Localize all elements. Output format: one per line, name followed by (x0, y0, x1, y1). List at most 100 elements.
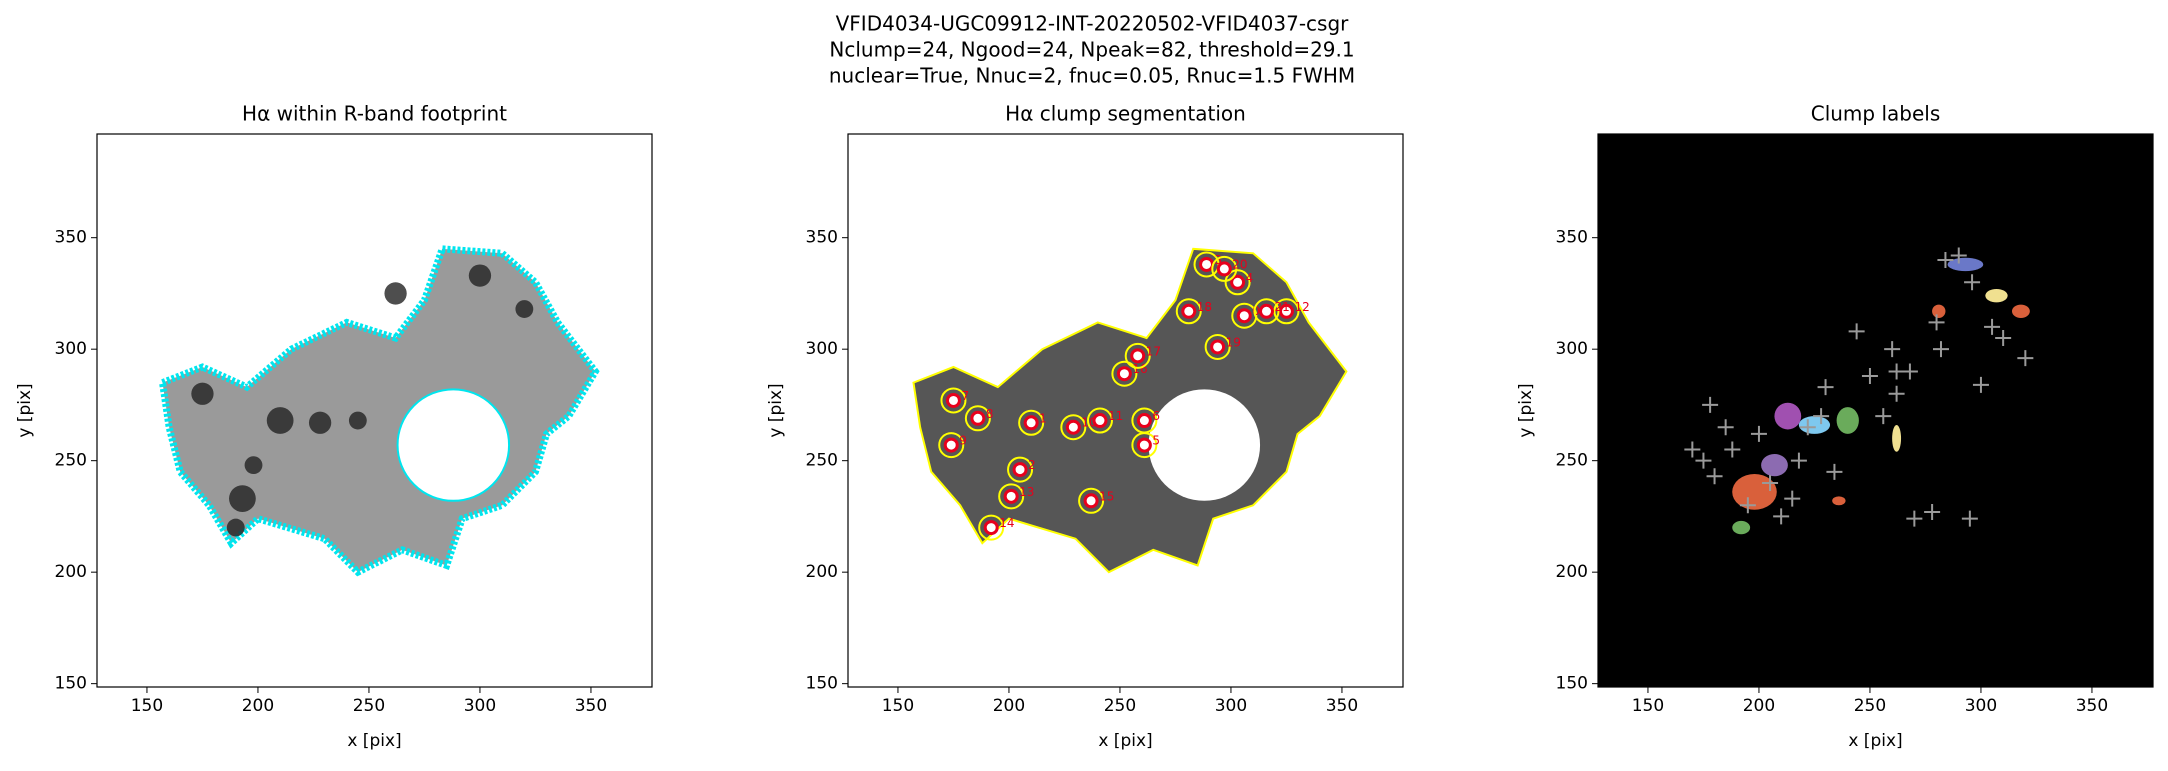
clump-contour (1253, 298, 1280, 325)
peak-marker (1790, 452, 1807, 469)
y-axis-label: y [pix] (15, 383, 35, 437)
x-tick-label: 250 (353, 696, 385, 716)
clump-label: 19 (1226, 335, 1241, 349)
clump-marker (1083, 493, 1099, 509)
peak-marker (1848, 323, 1865, 340)
x-axis-label: x [pix] (1098, 731, 1152, 751)
clump-contour (1224, 269, 1251, 296)
clump-marker (1116, 366, 1132, 382)
x-tick-label: 150 (1632, 696, 1664, 716)
peak-marker (1861, 367, 1878, 384)
clump-region (1947, 257, 1984, 272)
axes-frame (1597, 133, 2154, 688)
peak-marker (1826, 463, 1843, 480)
peak-marker (1875, 408, 1892, 425)
clump-marker (970, 410, 986, 426)
clump-region (1836, 407, 1859, 434)
x-tick-label: 300 (1215, 696, 1247, 716)
peak-marker (1739, 497, 1756, 514)
clump-contour (1131, 407, 1158, 434)
clump-marker (1199, 256, 1215, 272)
y-axis-label: y [pix] (1516, 383, 1536, 437)
y-tick-label: 250 (1556, 451, 1588, 471)
y-tick-label: 150 (1556, 674, 1588, 694)
emission-peak (348, 411, 367, 430)
clump-contour (1273, 298, 1300, 325)
x-axis-label: x [pix] (347, 731, 401, 751)
x-tick-label: 250 (1854, 696, 1886, 716)
y-tick-label: 350 (1556, 228, 1588, 248)
clump-marker (1136, 437, 1152, 453)
y-tick-label: 300 (55, 339, 87, 359)
clump-marker (1092, 413, 1108, 429)
clump-region (1832, 496, 1846, 506)
peak-marker (1817, 379, 1834, 396)
clump-label: 11 (1108, 409, 1123, 423)
peak-marker (1684, 441, 1701, 458)
y-tick-label: 300 (806, 339, 838, 359)
y-tick-label: 150 (806, 674, 838, 694)
axes-title: Hα within R-band footprint (242, 102, 507, 126)
emission-peak (229, 485, 256, 512)
clump-label: 15 (1099, 489, 1114, 503)
clump-marker (1258, 303, 1274, 319)
peak-marker (1784, 490, 1801, 507)
peak-marker (1964, 274, 1981, 291)
clump-marker (1003, 488, 1019, 504)
x-tick-label: 350 (1326, 696, 1358, 716)
axes-title: Hα clump segmentation (1005, 102, 1246, 126)
clump-label: 5 (1152, 434, 1160, 448)
clump-label: 1 (1039, 411, 1047, 425)
clump-label: 12 (1294, 300, 1309, 314)
clump-marker (983, 520, 999, 536)
clump-contour (1018, 409, 1045, 436)
peak-marker (1995, 330, 2012, 347)
emission-peak (266, 407, 294, 434)
peak-marker (1924, 503, 1941, 520)
peak-marker (1717, 419, 1734, 436)
clump-contour (938, 432, 965, 459)
x-tick-label: 350 (2076, 696, 2108, 716)
peak-marker (1799, 419, 1816, 436)
peak-marker (1906, 510, 1923, 527)
clump-contour (1204, 333, 1231, 360)
peak-marker (1750, 425, 1767, 442)
emission-peak (308, 411, 332, 434)
clump-contour (1060, 414, 1087, 441)
y-tick-label: 150 (55, 674, 87, 694)
peak-marker (1972, 376, 1989, 393)
clump-marker (943, 437, 959, 453)
peak-marker (1932, 341, 1949, 358)
y-tick-label: 250 (55, 451, 87, 471)
x-tick-label: 250 (1104, 696, 1136, 716)
y-tick-label: 350 (806, 228, 838, 248)
image-background (1598, 134, 2153, 687)
clump-label: 2 (1028, 458, 1036, 472)
peak-marker (1762, 474, 1779, 491)
peak-marker (1984, 318, 2001, 335)
clump-marker (1230, 274, 1246, 290)
clump-contour (964, 405, 991, 432)
axes-frame (847, 133, 1404, 688)
peak-marker (1961, 510, 1978, 527)
suptitle: Nclump=24, Ngood=24, Npeak=82, threshold… (829, 38, 1354, 62)
peak-marker (1950, 247, 1967, 264)
clump-marker (1065, 419, 1081, 435)
clump-region (1732, 520, 1751, 535)
clump-label: 3 (1215, 253, 1223, 267)
x-tick-label: 300 (1965, 696, 1997, 716)
clump-label: 18 (1197, 300, 1212, 314)
y-tick-label: 300 (1556, 339, 1588, 359)
clump-label: 4 (1246, 271, 1254, 285)
emission-peak (468, 264, 492, 287)
nuclear-mask (396, 388, 511, 502)
clump-label: 14 (999, 516, 1014, 530)
clump-contour (1086, 407, 1113, 434)
peak-marker (1928, 314, 1945, 331)
clump-contour (978, 514, 1005, 541)
clump-marker (945, 392, 961, 408)
y-tick-label: 200 (1556, 562, 1588, 582)
clump-region (1774, 402, 1802, 430)
clump-marker (1216, 261, 1232, 277)
